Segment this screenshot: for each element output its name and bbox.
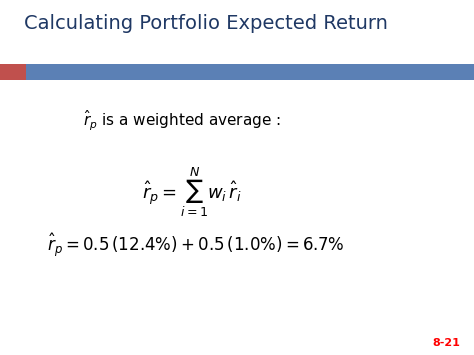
Bar	[26, 64, 474, 80]
Text: $\hat{r}_p = \sum_{i=1}^{N} w_i\, \hat{r}_i$: $\hat{r}_p = \sum_{i=1}^{N} w_i\, \hat{r…	[142, 165, 242, 219]
Text: Calculating Portfolio Expected Return: Calculating Portfolio Expected Return	[24, 14, 388, 33]
Text: $\hat{r}_p = 0.5\,(12.4\%) + 0.5\,(1.0\%) = 6.7\%$: $\hat{r}_p = 0.5\,(12.4\%) + 0.5\,(1.0\%…	[47, 231, 345, 258]
Text: $\hat{r}_p$ is a weighted average :: $\hat{r}_p$ is a weighted average :	[83, 108, 281, 133]
Text: 8-21: 8-21	[432, 338, 460, 348]
Bar	[0, 64, 26, 80]
